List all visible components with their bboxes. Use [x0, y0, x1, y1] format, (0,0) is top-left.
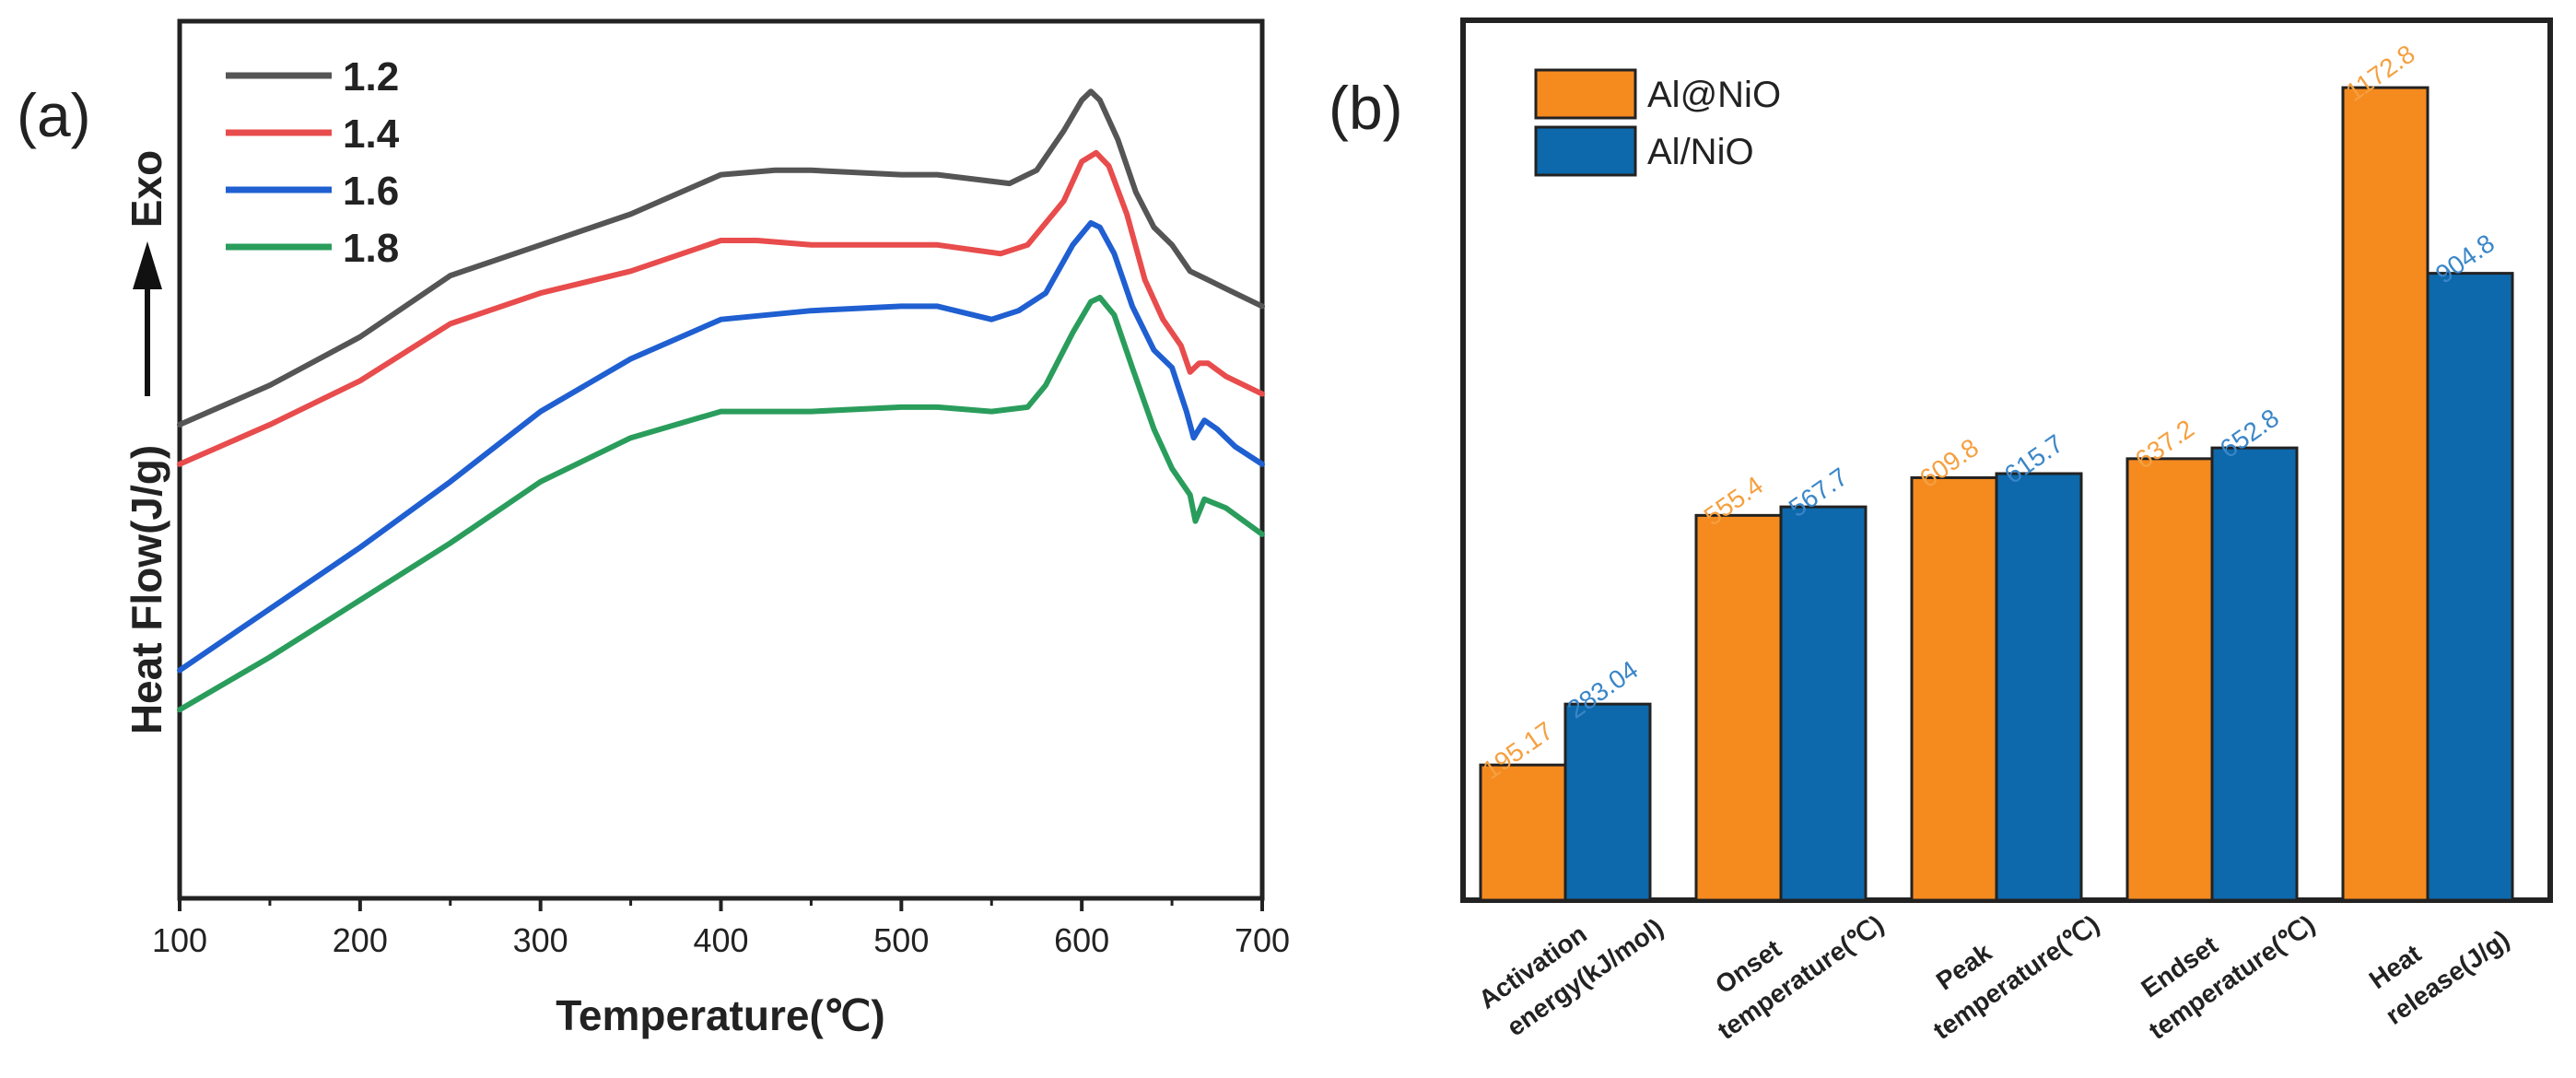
bar-Al@NiO-2	[1910, 475, 1998, 902]
bar-Al/NiO-0	[1563, 702, 1652, 902]
panel-a-x-tick-labels: 100 200 300 400 500 600 700	[152, 921, 1290, 959]
bar-Al/NiO-4	[2426, 272, 2514, 902]
legend-label-Al@NiO: Al@NiO	[1647, 75, 1781, 115]
x-tick-label-500: 500	[873, 921, 929, 959]
x-tick-label-200: 200	[333, 921, 388, 959]
panel-a-x-axis-label: Temperature(℃)	[556, 991, 885, 1039]
bar-Al@NiO-1	[1694, 513, 1783, 902]
series-line-1.2	[177, 88, 1265, 428]
panel-a-y-axis-label: Heat Flow(J/g)	[123, 445, 170, 734]
bar-Al/NiO-1	[1779, 505, 1868, 902]
series-line-1.6	[177, 220, 1265, 674]
x-tick-label-400: 400	[693, 921, 748, 959]
x-tick-label-700: 700	[1235, 921, 1290, 959]
panel-a-series-lines	[177, 88, 1265, 713]
panel-a-legend: 1.2 1.4 1.6 1.8	[226, 54, 400, 271]
legend-label-1.6: 1.6	[343, 169, 399, 214]
bar-Al@NiO-3	[2125, 457, 2214, 902]
x-tick-label-600: 600	[1054, 921, 1109, 959]
panel-b-label: (b)	[1329, 74, 1403, 142]
legend-label-Al/NiO: Al/NiO	[1647, 132, 1754, 172]
x-tick-label-100: 100	[152, 921, 207, 959]
x-tick-label-300: 300	[513, 921, 568, 959]
legend-label-1.8: 1.8	[343, 226, 399, 271]
series-line-1.4	[177, 149, 1265, 467]
legend-swatch-Al@NiO	[1534, 68, 1637, 120]
panel-b-legend: Al@NiO Al/NiO	[1534, 68, 1781, 177]
panel-a-label: (a)	[17, 81, 91, 149]
exo-arrow-head-icon	[133, 241, 162, 289]
panel-b-bars	[1479, 86, 2514, 902]
legend-swatch-Al/NiO	[1534, 125, 1637, 177]
bar-Al@NiO-4	[2341, 86, 2430, 902]
series-line-1.8	[177, 294, 1265, 713]
panel-a-x-ticks	[178, 898, 1264, 911]
legend-label-1.4: 1.4	[343, 111, 400, 157]
bar-Al/NiO-2	[1995, 472, 2083, 902]
panel-a: (a) 100 200 300 400 500 600 700 1.2 1.4 1.6 1.8 T…	[17, 18, 1290, 1039]
legend-label-1.2: 1.2	[343, 54, 399, 100]
bar-Al@NiO-0	[1479, 763, 1567, 902]
bar-Al/NiO-3	[2210, 446, 2299, 902]
panel-a-exo-label: Exo	[123, 150, 170, 228]
